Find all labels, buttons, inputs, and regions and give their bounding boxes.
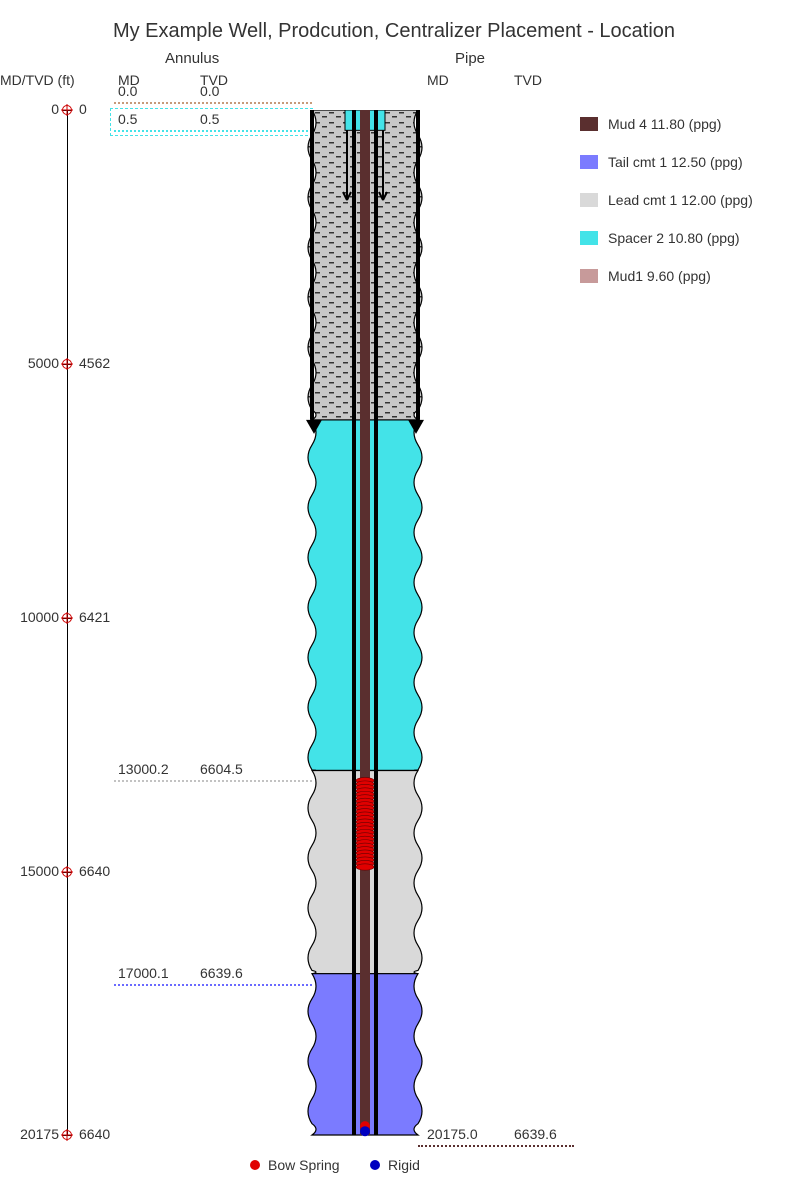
well-schematic [300,110,430,1155]
highlight-box [110,108,313,136]
axis-tvd-label: 6640 [79,1126,110,1142]
legend-swatch [580,117,598,131]
axis-tick-marker [62,359,72,369]
axis-tvd-label: 6640 [79,863,110,879]
depth-axis-header: MD/TVD (ft) [0,72,100,88]
legend-swatch [580,269,598,283]
annulus-tvd-value: 6604.5 [200,761,243,777]
chart-title: My Example Well, Prodcution, Centralizer… [0,20,788,43]
pipe-md-value: 20175.0 [427,1126,478,1142]
axis-md-label: 20175 [20,1126,59,1142]
annulus-md-value: 13000.2 [118,761,169,777]
annulus-group-header: Annulus [165,50,219,67]
pipe-group-header: Pipe [455,50,485,67]
centralizer-legend-label: Bow Spring [268,1157,340,1173]
annulus-md-value: 17000.1 [118,965,169,981]
axis-md-label: 5000 [28,355,59,371]
legend-label: Mud 4 11.80 (ppg) [608,116,721,132]
leader-line [114,780,312,782]
legend-swatch [580,155,598,169]
leader-line [114,102,312,104]
axis-tvd-label: 0 [79,101,87,117]
axis-md-label: 10000 [20,609,59,625]
legend-swatch [580,231,598,245]
axis-tvd-label: 6421 [79,609,110,625]
axis-md-label: 0 [51,101,59,117]
legend-label: Lead cmt 1 12.00 (ppg) [608,192,753,208]
annulus-tvd-value: 0.0 [200,83,219,99]
legend-swatch [580,193,598,207]
axis-tick-marker [62,1130,72,1140]
centralizer-legend-dot [370,1160,380,1170]
leader-line [114,984,312,986]
annulus-tvd-value: 6639.6 [200,965,243,981]
leader-line [418,1145,574,1147]
axis-tick-marker [62,613,72,623]
axis-tick-marker [62,867,72,877]
axis-tvd-label: 4562 [79,355,110,371]
pipe-tvd-header: TVD [514,72,542,88]
axis-tick-marker [62,105,72,115]
centralizer-legend-label: Rigid [388,1157,420,1173]
annulus-md-value: 0.0 [118,83,137,99]
pipe-md-header: MD [427,72,449,88]
legend-label: Mud1 9.60 (ppg) [608,268,711,284]
axis-md-label: 15000 [20,863,59,879]
legend-label: Tail cmt 1 12.50 (ppg) [608,154,743,170]
pipe-tvd-value: 6639.6 [514,1126,557,1142]
centralizer-legend-dot [250,1160,260,1170]
legend-label: Spacer 2 10.80 (ppg) [608,230,740,246]
